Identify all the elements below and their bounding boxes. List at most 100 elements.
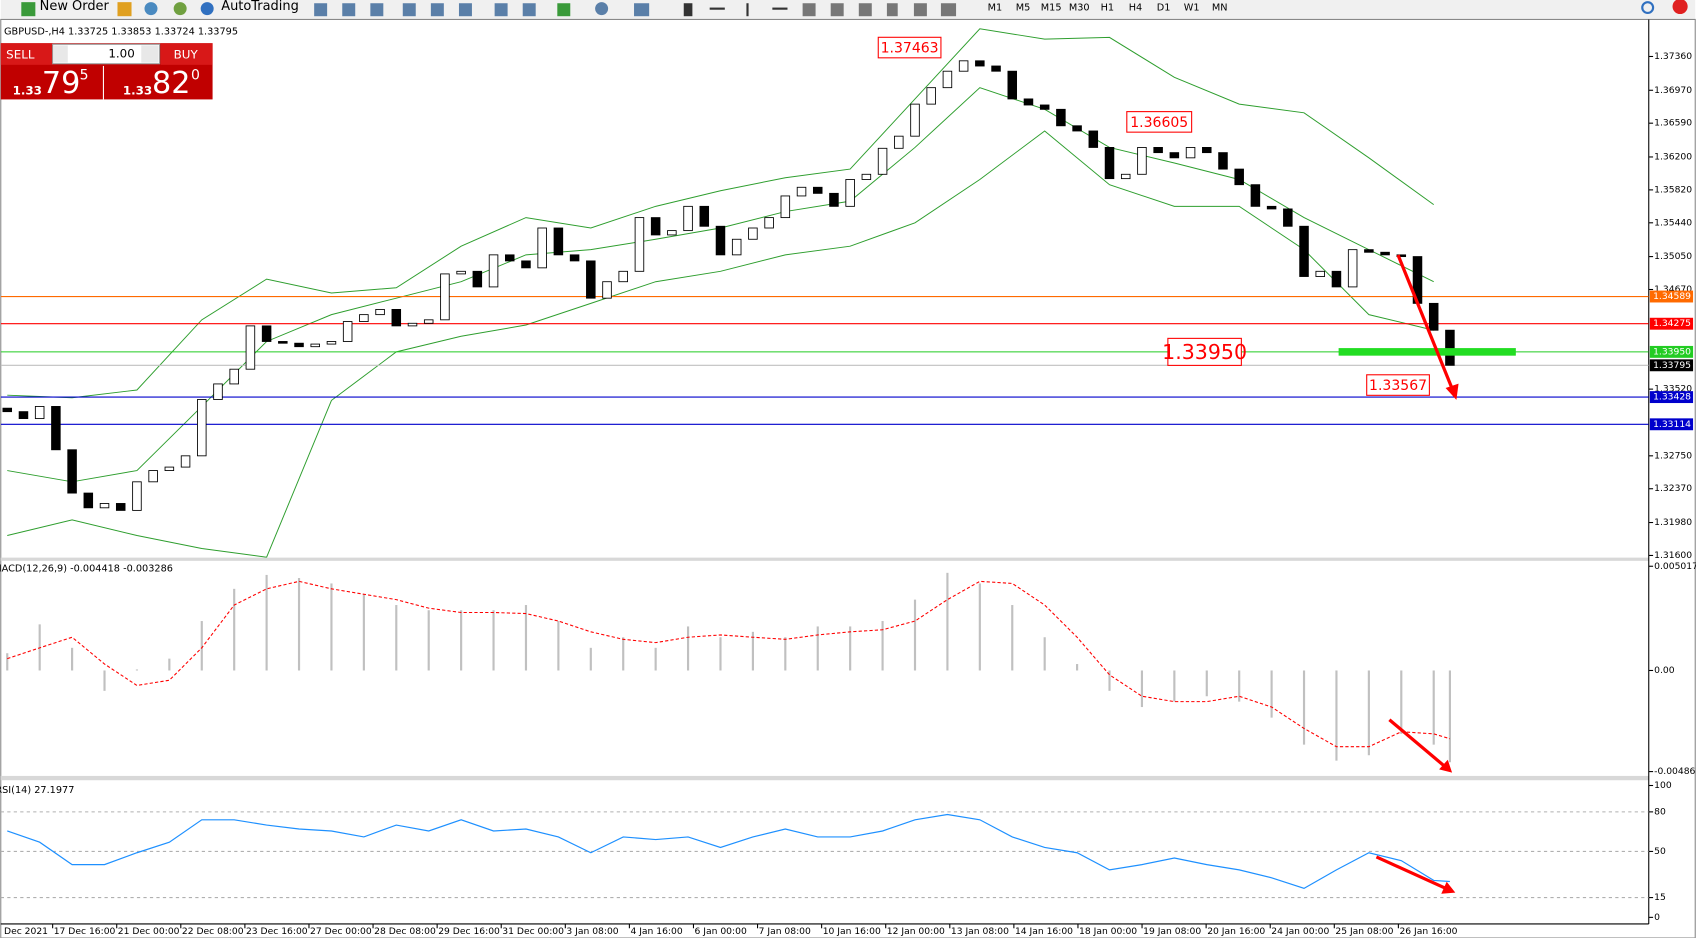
x-tick-label: 27 Dec 00:00 bbox=[310, 926, 372, 937]
candle bbox=[34, 406, 45, 420]
tool-icon[interactable] bbox=[430, 3, 444, 17]
tool-icon[interactable] bbox=[709, 7, 725, 10]
tool-icon[interactable] bbox=[557, 3, 571, 17]
sell-label[interactable]: SELL bbox=[6, 48, 35, 62]
tool-icon[interactable] bbox=[494, 3, 508, 17]
panel-separator bbox=[0, 557, 1649, 561]
lots-value[interactable]: 1.00 bbox=[108, 47, 134, 61]
timeframe-button[interactable]: MN bbox=[1212, 3, 1228, 14]
macd-bar bbox=[1205, 670, 1208, 697]
price-label: 1.33950 bbox=[1653, 346, 1691, 357]
tool-icon[interactable] bbox=[117, 2, 132, 17]
timeframe-button[interactable]: M30 bbox=[1069, 3, 1090, 14]
candle bbox=[926, 87, 936, 105]
timeframe-button[interactable]: W1 bbox=[1184, 3, 1200, 14]
bid-small[interactable]: 5 bbox=[80, 68, 89, 84]
timeframes: M1 M5 M15 M30 H1 H4 D1 W1 MN bbox=[988, 3, 1228, 14]
candle bbox=[1007, 70, 1018, 100]
tool-icon[interactable] bbox=[342, 3, 356, 17]
candle bbox=[83, 492, 94, 509]
lots-field[interactable] bbox=[52, 43, 161, 65]
macd-bar bbox=[71, 647, 74, 671]
tool-icon[interactable] bbox=[173, 2, 187, 16]
x-tick-label: 24 Jan 00:00 bbox=[1271, 926, 1329, 937]
candle bbox=[197, 399, 207, 457]
tool-icon[interactable] bbox=[746, 3, 749, 17]
price-label: 1.34589 bbox=[1653, 291, 1691, 302]
lots-down[interactable] bbox=[53, 45, 68, 63]
buy-label[interactable]: BUY bbox=[174, 48, 199, 62]
new-order-icon[interactable] bbox=[21, 2, 36, 17]
arrow-head bbox=[1439, 759, 1453, 773]
tool-icon[interactable] bbox=[634, 3, 650, 17]
sell-button[interactable] bbox=[0, 43, 53, 65]
bollinger-upper bbox=[7, 28, 1434, 399]
timeframe-button[interactable]: H1 bbox=[1101, 3, 1114, 14]
tool-icon[interactable] bbox=[595, 2, 609, 16]
macd-bar bbox=[200, 621, 203, 671]
candle bbox=[1315, 270, 1325, 277]
rsi-panel bbox=[0, 811, 1649, 899]
timeframe-button[interactable]: H4 bbox=[1129, 3, 1143, 14]
candle bbox=[115, 503, 126, 511]
candle bbox=[699, 205, 710, 227]
candle bbox=[440, 273, 450, 321]
tool-icon[interactable] bbox=[522, 3, 536, 17]
x-tick-label: 10 Jan 16:00 bbox=[823, 926, 881, 937]
tool-icon[interactable] bbox=[913, 3, 927, 17]
candle bbox=[1283, 208, 1293, 227]
macd-bar bbox=[816, 626, 819, 671]
macd-bar bbox=[233, 588, 236, 671]
y-tick-label: 15 bbox=[1654, 892, 1666, 903]
candle bbox=[505, 254, 515, 262]
tool-icon[interactable] bbox=[772, 7, 788, 10]
tool-icon[interactable] bbox=[144, 2, 158, 16]
tool-icon[interactable] bbox=[458, 3, 472, 17]
ask-prefix[interactable]: 1.33 bbox=[123, 83, 152, 97]
timeframe-button[interactable]: M1 bbox=[988, 3, 1003, 14]
candle bbox=[391, 308, 402, 327]
tool-icon[interactable] bbox=[886, 3, 898, 17]
search-icon[interactable] bbox=[1641, 1, 1655, 15]
macd-bar bbox=[849, 626, 852, 671]
notification-icon[interactable] bbox=[1672, 0, 1688, 15]
price-label-bg bbox=[1649, 391, 1694, 404]
candle bbox=[1266, 205, 1277, 210]
tool-icon[interactable] bbox=[802, 3, 816, 17]
tool-icon[interactable] bbox=[314, 3, 328, 17]
ask-small[interactable]: 0 bbox=[191, 68, 200, 84]
x-tick-label: Dec 2021 bbox=[4, 926, 48, 937]
tool-icon[interactable] bbox=[370, 3, 384, 17]
tool-icon[interactable] bbox=[683, 3, 693, 17]
ask-big[interactable]: 82 bbox=[152, 66, 191, 101]
tool-icon[interactable] bbox=[940, 3, 957, 17]
macd-title: MACD(12,26,9) -0.004418 -0.003286 bbox=[0, 563, 173, 574]
tool-icon[interactable] bbox=[402, 3, 416, 17]
macd-bar bbox=[135, 669, 139, 671]
tool-icon[interactable] bbox=[858, 3, 872, 17]
autotrading-icon[interactable] bbox=[200, 2, 214, 16]
macd-bar bbox=[1238, 670, 1241, 702]
candle bbox=[375, 308, 385, 316]
macd-bar bbox=[1140, 670, 1144, 708]
timeframe-button[interactable]: M15 bbox=[1041, 3, 1062, 14]
candle bbox=[423, 319, 434, 324]
tool-icon[interactable] bbox=[830, 3, 844, 17]
buy-button[interactable] bbox=[160, 43, 213, 65]
price-label-bg bbox=[1649, 317, 1694, 330]
timeframe-button[interactable]: D1 bbox=[1157, 3, 1171, 14]
bid-big[interactable]: 79 bbox=[42, 66, 80, 101]
y-tick-label: -0.004867 bbox=[1654, 766, 1696, 777]
new-order[interactable]: New Order bbox=[40, 0, 110, 14]
y-tick-label: 1.34670 bbox=[1654, 284, 1692, 295]
timeframe-button[interactable]: M5 bbox=[1016, 3, 1031, 14]
candle bbox=[1169, 152, 1180, 159]
lots-up[interactable] bbox=[141, 45, 159, 63]
candle bbox=[521, 260, 531, 269]
autotrading[interactable]: AutoTrading bbox=[221, 0, 299, 14]
candle bbox=[164, 466, 175, 471]
bid-prefix[interactable]: 1.33 bbox=[13, 83, 42, 97]
candle bbox=[796, 186, 807, 197]
